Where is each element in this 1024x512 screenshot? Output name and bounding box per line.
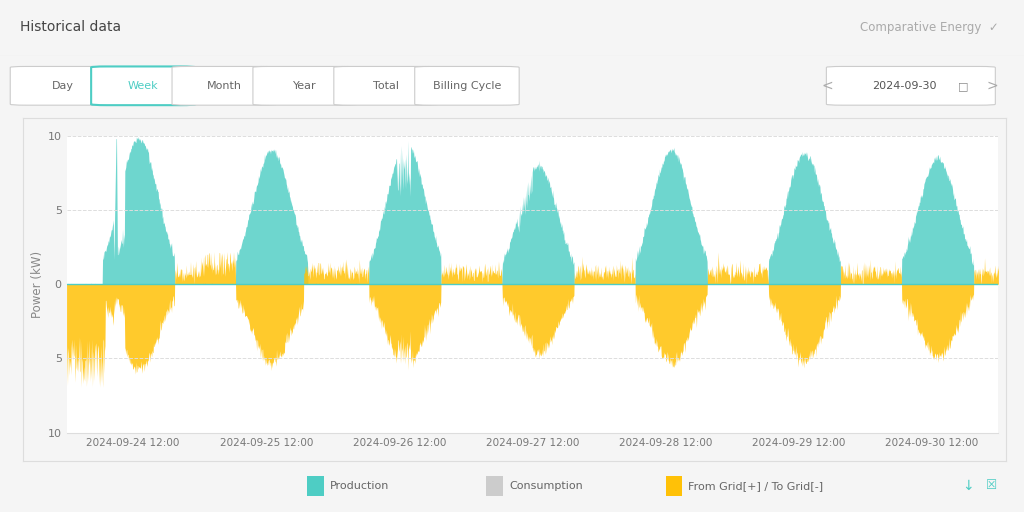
Text: <: < — [821, 79, 834, 93]
FancyBboxPatch shape — [486, 476, 503, 496]
FancyBboxPatch shape — [415, 67, 519, 105]
FancyBboxPatch shape — [307, 476, 324, 496]
Y-axis label: Power (kW): Power (kW) — [31, 250, 44, 318]
Text: Billing Cycle: Billing Cycle — [433, 81, 501, 91]
FancyBboxPatch shape — [10, 67, 115, 105]
Text: Month: Month — [207, 81, 242, 91]
Text: Year: Year — [293, 81, 317, 91]
Text: Consumption: Consumption — [509, 481, 583, 491]
Text: ↓: ↓ — [962, 479, 974, 493]
FancyBboxPatch shape — [334, 67, 438, 105]
FancyBboxPatch shape — [91, 67, 196, 105]
FancyBboxPatch shape — [826, 67, 995, 105]
FancyBboxPatch shape — [253, 67, 357, 105]
Text: ☒: ☒ — [986, 479, 996, 493]
Text: >: > — [986, 79, 998, 93]
Text: Total: Total — [373, 81, 399, 91]
Text: Historical data: Historical data — [20, 20, 122, 34]
Text: Week: Week — [128, 81, 159, 91]
Text: 2024-09-30: 2024-09-30 — [871, 81, 936, 91]
Text: Comparative Energy  ✓: Comparative Energy ✓ — [860, 20, 998, 33]
FancyBboxPatch shape — [172, 67, 276, 105]
FancyBboxPatch shape — [666, 476, 682, 496]
Text: □: □ — [958, 81, 969, 91]
Text: Production: Production — [330, 481, 389, 491]
Text: From Grid[+] / To Grid[-]: From Grid[+] / To Grid[-] — [688, 481, 823, 491]
Text: Day: Day — [51, 81, 74, 91]
